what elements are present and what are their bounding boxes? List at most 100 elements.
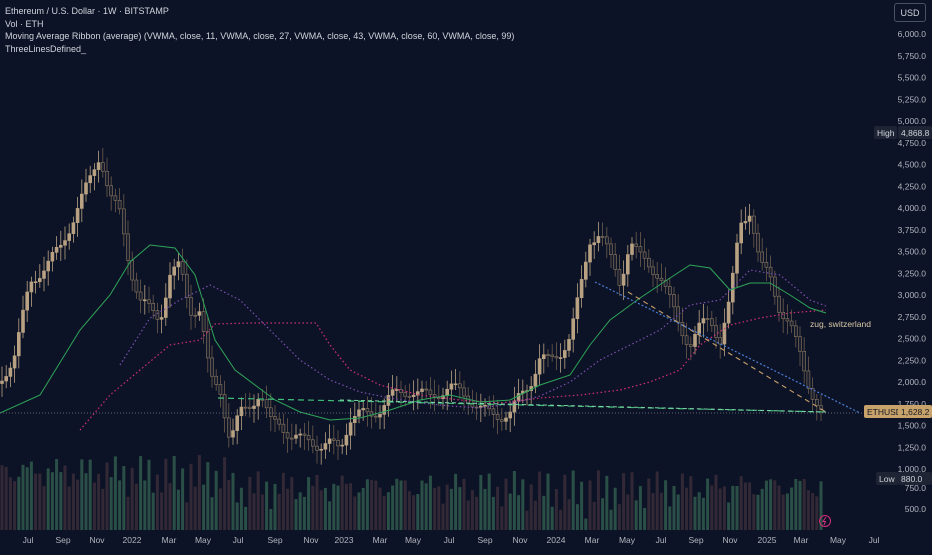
- candle-body: [756, 232, 760, 253]
- time-axis-tick: Nov: [722, 535, 738, 545]
- volume-bar: [626, 494, 630, 530]
- candle-body: [319, 448, 324, 451]
- price-axis[interactable]: 6,000.0 5,750.0 5,500.0 5,250.0 5,000.0 4,750…: [898, 29, 927, 514]
- candle-body: [71, 222, 76, 234]
- volume-bar: [722, 486, 726, 530]
- candle-body: [533, 373, 538, 387]
- volume-bar: [533, 500, 537, 530]
- volume-bar: [748, 482, 752, 530]
- candle-body: [58, 244, 63, 248]
- candle-body: [113, 195, 118, 201]
- high-value: 4,868.8: [898, 126, 932, 139]
- volume-bar: [4, 466, 8, 530]
- volume-bar: [412, 495, 416, 530]
- volume-bar: [554, 488, 558, 530]
- volume-bar: [512, 471, 516, 530]
- candle-body: [550, 354, 555, 357]
- legend-volume[interactable]: Vol · ETH: [5, 18, 44, 29]
- time-axis-tick: Nov: [89, 535, 105, 545]
- time-axis-tick: Jul: [23, 535, 34, 545]
- time-axis-tick: Sep: [688, 535, 703, 545]
- volume-bar: [672, 485, 676, 530]
- legend-three-lines[interactable]: ThreeLinesDefined_: [5, 43, 87, 54]
- volume-bar: [294, 499, 298, 530]
- candle-body: [579, 279, 584, 298]
- volume-bar: [168, 483, 172, 530]
- candle-body: [453, 383, 458, 386]
- candle-body: [726, 301, 731, 324]
- volume-bar: [563, 474, 567, 530]
- volume-bar: [25, 467, 29, 530]
- volume-bar: [189, 463, 193, 530]
- candle-body: [75, 208, 80, 223]
- candle-body: [445, 388, 450, 396]
- volume-bar: [386, 492, 390, 530]
- last-price-tag: 1,628.2: [898, 405, 932, 418]
- time-axis[interactable]: Jul Sep Nov 2022 Mar May Jul Sep Nov 2023 Mar May Ju…: [23, 535, 880, 545]
- time-axis-tick: Mar: [585, 535, 600, 545]
- candle-body: [735, 242, 739, 274]
- candle-body: [814, 399, 819, 407]
- candle-body: [747, 215, 752, 222]
- candle-body: [361, 408, 366, 411]
- price-axis-tick: 1,500.0: [898, 421, 927, 431]
- legend-ma-ribbon[interactable]: Moving Average Ribbon (average) (VWMA, c…: [5, 31, 515, 41]
- candle-body: [634, 243, 639, 247]
- candle-body: [680, 321, 685, 337]
- volume-bar: [63, 465, 67, 530]
- time-axis-tick: May: [619, 535, 636, 545]
- candle-body: [84, 182, 88, 195]
- volume-bar: [151, 492, 155, 530]
- price-axis-tick: 4,750.0: [898, 138, 927, 148]
- candle-body: [37, 278, 42, 283]
- volume-bar: [235, 502, 239, 530]
- chart-legend: Ethereum / U.S. Dollar · 1W · BITSTAMP V…: [5, 5, 514, 55]
- volume-bar: [605, 475, 609, 530]
- candle-body: [8, 367, 13, 377]
- volume-bar: [244, 506, 248, 530]
- candle-body: [562, 350, 567, 358]
- currency-button[interactable]: USD: [894, 3, 926, 22]
- candle-body: [164, 297, 168, 318]
- candle-body: [449, 383, 454, 390]
- candle-body: [462, 387, 466, 397]
- time-axis-tick: Jul: [869, 535, 880, 545]
- volume-bar: [609, 509, 613, 530]
- candle-body: [248, 406, 252, 409]
- candle-body: [310, 439, 315, 447]
- candle-body: [655, 274, 660, 279]
- volume-bar: [731, 485, 735, 530]
- time-axis-tick: Sep: [55, 535, 70, 545]
- candle-body: [298, 433, 303, 436]
- volume-bar: [126, 496, 130, 530]
- legend-symbol-title[interactable]: Ethereum / U.S. Dollar · 1W · BITSTAMP: [5, 6, 169, 16]
- candle-body: [138, 291, 143, 301]
- candle-body: [105, 170, 109, 187]
- candle-body: [109, 185, 113, 197]
- price-axis-tick: 750.0: [905, 483, 927, 493]
- replay-icon[interactable]: [819, 515, 831, 527]
- volume-bar: [622, 473, 626, 530]
- volume-bar: [664, 480, 668, 530]
- candle-body: [722, 322, 727, 345]
- volume-bar: [668, 506, 672, 530]
- volume-bar: [38, 473, 42, 530]
- volume-bar: [399, 480, 403, 530]
- candle-body: [394, 389, 399, 391]
- price-axis-tick: 500.0: [905, 504, 927, 514]
- volume-bar: [714, 474, 718, 530]
- candle-body: [155, 310, 160, 320]
- candle-body: [709, 318, 714, 326]
- volume-bar: [353, 496, 357, 530]
- price-axis-tick: 2,500.0: [898, 334, 927, 344]
- candle-body: [239, 406, 244, 417]
- candle-body: [143, 299, 147, 302]
- candle-body: [336, 440, 340, 447]
- volume-bar: [101, 488, 105, 530]
- candle-body: [378, 414, 382, 418]
- candle-body: [621, 273, 626, 286]
- price-axis-tick: 4,500.0: [898, 160, 927, 170]
- volume-bar: [613, 487, 617, 530]
